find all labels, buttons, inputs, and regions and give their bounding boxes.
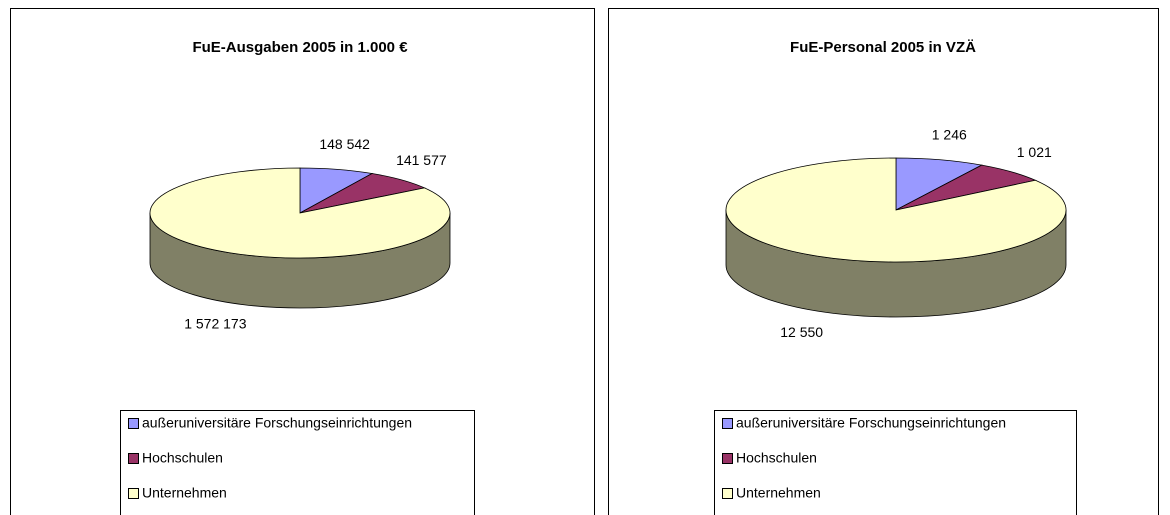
legend-swatch — [128, 488, 139, 499]
chart-title: FuE-Personal 2005 in VZÄ — [790, 39, 976, 56]
legend-swatch — [722, 488, 733, 499]
slice — [725, 157, 1067, 263]
legend-swatch — [722, 453, 733, 464]
data-label: 12 550 — [780, 324, 823, 340]
legend-label: Unternehmen — [736, 485, 821, 501]
data-label: 1 246 — [932, 126, 967, 142]
data-label: 148 542 — [319, 136, 370, 152]
data-label: 1 572 173 — [184, 315, 246, 331]
legend-swatch — [722, 418, 733, 429]
data-label: 141 577 — [396, 152, 447, 168]
legend-label: Hochschulen — [736, 450, 817, 466]
legend-label: Unternehmen — [142, 485, 227, 501]
legend-label: außeruniversitäre Forschungseinrichtunge… — [736, 415, 1006, 431]
data-label: 1 021 — [1017, 144, 1052, 160]
slice — [149, 167, 451, 259]
legend-swatch — [128, 453, 139, 464]
chart-title: FuE-Ausgaben 2005 in 1.000 € — [192, 39, 408, 56]
legend-label: außeruniversitäre Forschungseinrichtunge… — [142, 415, 412, 431]
legend-swatch — [128, 418, 139, 429]
legend-label: Hochschulen — [142, 450, 223, 466]
slice — [895, 157, 983, 211]
legend-box — [120, 410, 475, 515]
legend-box — [714, 410, 1077, 515]
